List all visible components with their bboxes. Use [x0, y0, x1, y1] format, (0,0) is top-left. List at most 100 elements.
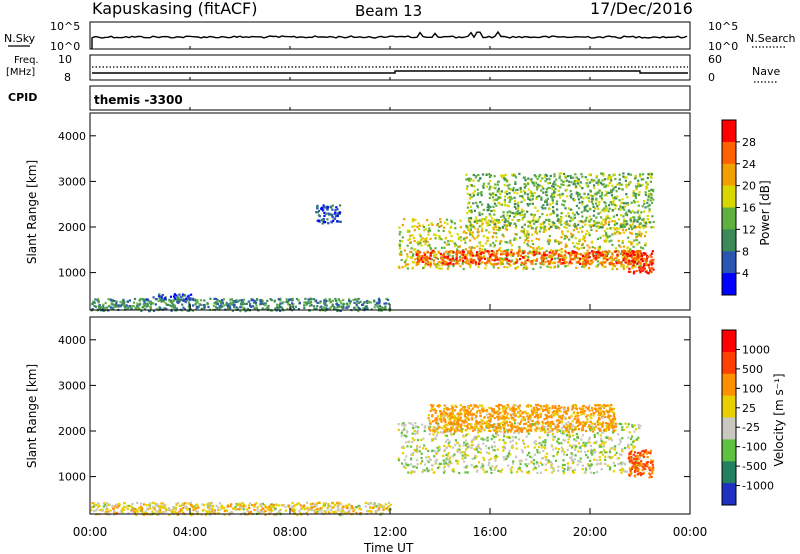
- power-cell-r4-478: [646, 176, 649, 180]
- velocity-cell-r2-204: [610, 403, 613, 407]
- power-cell-r4-874: [615, 214, 618, 217]
- power-cell-r2-877: [442, 226, 446, 229]
- power-cell-r4-821: [652, 188, 655, 192]
- power-cell-r4-720: [642, 200, 646, 203]
- power-cell-r4-839: [590, 178, 593, 181]
- velocity-cell-r1-426: [633, 424, 636, 427]
- power-cell-r4-385: [506, 220, 509, 223]
- velocity-cell-r2-263: [503, 411, 506, 414]
- power-cell-r4-556: [485, 185, 489, 188]
- power-cell-r2-73: [456, 248, 459, 251]
- velocity-cell-r2-115: [493, 411, 496, 414]
- velocity-cell-r0-414: [247, 504, 250, 507]
- velocity-cell-r0-454: [299, 512, 302, 515]
- velocity-cell-r0-363: [192, 508, 195, 512]
- velocity-cell-r2-223: [430, 407, 433, 410]
- power-cell-r2-466: [471, 231, 474, 234]
- power-cell-r3-105: [612, 263, 615, 266]
- power-cell-r4-738: [642, 178, 645, 181]
- velocity-cell-r2-152: [540, 405, 543, 408]
- velocity-cell-r0-507: [149, 502, 152, 505]
- velocity-cell-r0-429: [367, 510, 370, 513]
- power-cell-r0-152: [356, 306, 359, 309]
- power-cell-r4-127: [566, 195, 569, 198]
- velocity-cell-r1-815: [485, 444, 488, 448]
- power-cell-r4-724: [502, 211, 505, 214]
- power-cell-r4-479: [611, 203, 614, 206]
- power-cell-r2-579: [434, 247, 437, 250]
- power-cell-r4-360: [575, 185, 578, 188]
- power-cell-r4-45: [637, 185, 640, 188]
- velocity-cell-r1-26: [515, 471, 519, 474]
- power-cell-r4-36: [541, 177, 544, 180]
- velocity-cell-r1-140: [570, 452, 573, 455]
- velocity-cell-r1-727: [502, 456, 505, 459]
- velocity-cell-r1-659: [407, 463, 410, 467]
- velocity-cell-r1-441: [574, 446, 577, 449]
- velocity-cell-r1-41: [493, 427, 496, 430]
- power-cell-r4-519: [587, 197, 590, 200]
- power-cell-r0-413: [312, 305, 316, 308]
- power-cell-r2-331: [635, 239, 638, 242]
- velocity-cell-r1-492: [428, 433, 431, 436]
- velocity-cell-r0-520: [152, 505, 155, 508]
- power-colorbar-swatch-2: [722, 163, 736, 186]
- velocity-cell-r1-642: [587, 426, 590, 429]
- power-cell-r0-271: [115, 302, 118, 305]
- power-cell-r4-6: [600, 191, 603, 194]
- velocity-cell-r0-543: [377, 507, 380, 510]
- power-cell-r3-328: [568, 260, 572, 263]
- power-cell-r1-6: [158, 296, 161, 300]
- velocity-cell-r2-210: [563, 406, 566, 409]
- power-cell-r4-280: [593, 184, 596, 187]
- power-cell-r0-393: [110, 301, 113, 304]
- power-cell-r0-611: [203, 307, 206, 310]
- velocity-cell-r0-491: [156, 503, 159, 506]
- velocity-cell-r1-330: [445, 434, 449, 437]
- power-cell-r2-789: [541, 222, 544, 225]
- power-cell-r6-40: [331, 216, 334, 219]
- power-cell-r3-145: [478, 259, 481, 262]
- power-cell-r4-8: [490, 217, 493, 220]
- power-cell-r3-467: [591, 261, 594, 264]
- power-cell-r0-368: [196, 299, 199, 302]
- power-cell-r2-620: [452, 264, 455, 268]
- power-cell-r2-306: [532, 219, 535, 222]
- power-cell-r4-884: [627, 172, 630, 175]
- velocity-cell-r0-518: [311, 502, 314, 505]
- power-cell-r4-66: [497, 187, 500, 190]
- velocity-cell-r1-740: [557, 448, 560, 451]
- power-cell-r4-546: [509, 222, 512, 225]
- power-cell-r0-408: [348, 302, 351, 305]
- power-cell-r4-796: [622, 175, 625, 178]
- velocity-cell-r0-126: [358, 507, 361, 510]
- velocity-cell-r1-892: [632, 446, 635, 449]
- power-cell-r4-808: [576, 182, 579, 185]
- power-cell-r0-138: [206, 302, 209, 305]
- power-cell-r4-568: [618, 182, 621, 185]
- power-cell-r0-128: [238, 299, 241, 302]
- velocity-cell-r1-229: [449, 445, 452, 448]
- power-cell-r2-639: [428, 229, 432, 232]
- power-cell-r0-114: [304, 297, 307, 300]
- velocity-cell-r0-571: [290, 506, 293, 509]
- power-cell-r4-276: [609, 177, 612, 180]
- power-cell-r2-51: [417, 222, 420, 225]
- power-cell-r4-89: [596, 182, 599, 185]
- power-cell-r0-247: [236, 300, 239, 303]
- velocity-cell-r0-194: [294, 509, 297, 512]
- power-cell-r3-39: [639, 261, 642, 265]
- power-cell-r4-392: [497, 221, 500, 224]
- power-cell-r1-9: [178, 293, 181, 296]
- velocity-cell-r1-499: [533, 441, 536, 444]
- power-cell-r2-285: [411, 261, 414, 264]
- power-cell-r4-855: [469, 193, 472, 196]
- power-cell-r2-45: [595, 229, 598, 232]
- velocity-cell-r0-559: [357, 504, 360, 507]
- power-cell-r2-318: [429, 247, 433, 250]
- velocity-cell-r0-81: [293, 504, 296, 507]
- power-cell-r3-139: [486, 259, 489, 262]
- power-cell-r4-472: [503, 174, 506, 177]
- velocity-cell-r0-342: [93, 504, 96, 507]
- velocity-cell-r1-174: [485, 451, 489, 454]
